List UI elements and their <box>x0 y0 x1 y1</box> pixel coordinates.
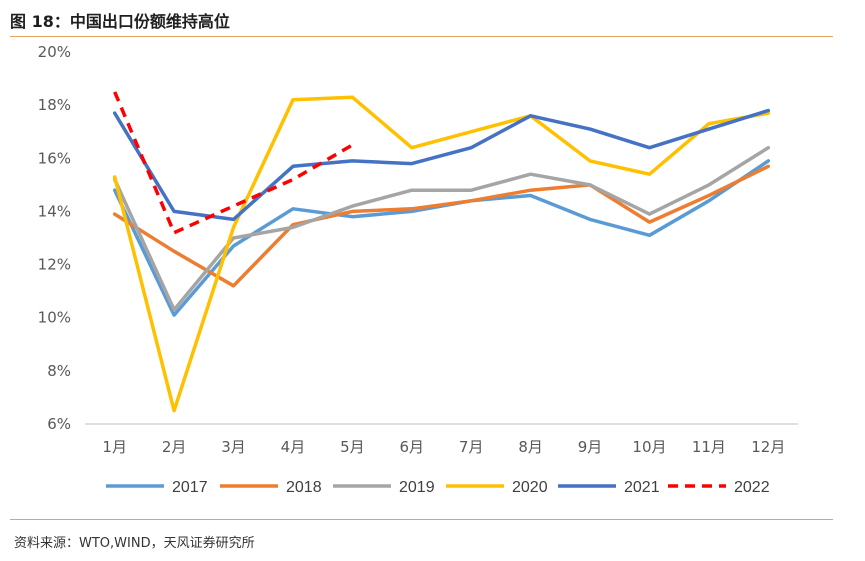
series-line-2020 <box>112 95 771 413</box>
legend: 2017 2018 2019 2020 2021 2022 <box>106 479 770 496</box>
legend-label-2019: 2019 <box>399 479 435 496</box>
header-divider <box>10 36 833 37</box>
x-tick-label: 1月 <box>102 438 127 456</box>
x-tick-label: 10月 <box>632 438 666 456</box>
series-line-2019 <box>112 145 771 312</box>
x-tick-label: 7月 <box>459 438 484 456</box>
axis-layer: 6% 8% 10% 12% 14% 16% 18% 20% 1月 2月 3月 4月 5月 6月 7月 8月 9月… <box>38 43 798 456</box>
x-tick-label: 12月 <box>751 438 785 456</box>
series-layer <box>112 91 771 413</box>
x-tick-label: 5月 <box>340 438 365 456</box>
x-tick-label: 6月 <box>400 438 425 456</box>
page-title: 图 18：中国出口份额维持高位 <box>10 12 230 31</box>
series-line-2021 <box>112 108 771 222</box>
y-tick-label: 6% <box>47 415 71 433</box>
legend-label-2018: 2018 <box>286 479 322 496</box>
x-tick-label: 3月 <box>221 438 246 456</box>
line-chart: 6% 8% 10% 12% 14% 16% 18% 20% 1月 2月 3月 4月 5月 6月 7月 8月 9月… <box>38 43 798 496</box>
x-tick-label: 9月 <box>578 438 603 456</box>
y-tick-label: 16% <box>38 149 71 167</box>
y-tick-label: 8% <box>47 362 71 380</box>
legend-label-2022: 2022 <box>734 479 770 496</box>
x-tick-label: 11月 <box>692 438 726 456</box>
y-tick-label: 12% <box>38 256 71 274</box>
y-tick-label: 18% <box>38 96 71 114</box>
y-tick-label: 10% <box>38 309 71 327</box>
legend-label-2021: 2021 <box>624 479 660 496</box>
y-tick-label: 14% <box>38 202 71 220</box>
footer-divider <box>10 519 833 520</box>
legend-label-2017: 2017 <box>172 479 208 496</box>
y-tick-label: 20% <box>38 43 71 61</box>
source-note: 资料来源：WTO,WIND，天风证券研究所 <box>14 536 255 551</box>
legend-label-2020: 2020 <box>512 479 548 496</box>
x-tick-label: 8月 <box>518 438 543 456</box>
x-tick-label: 4月 <box>281 438 306 456</box>
x-tick-label: 2月 <box>162 438 187 456</box>
series-line-2018 <box>112 164 771 288</box>
